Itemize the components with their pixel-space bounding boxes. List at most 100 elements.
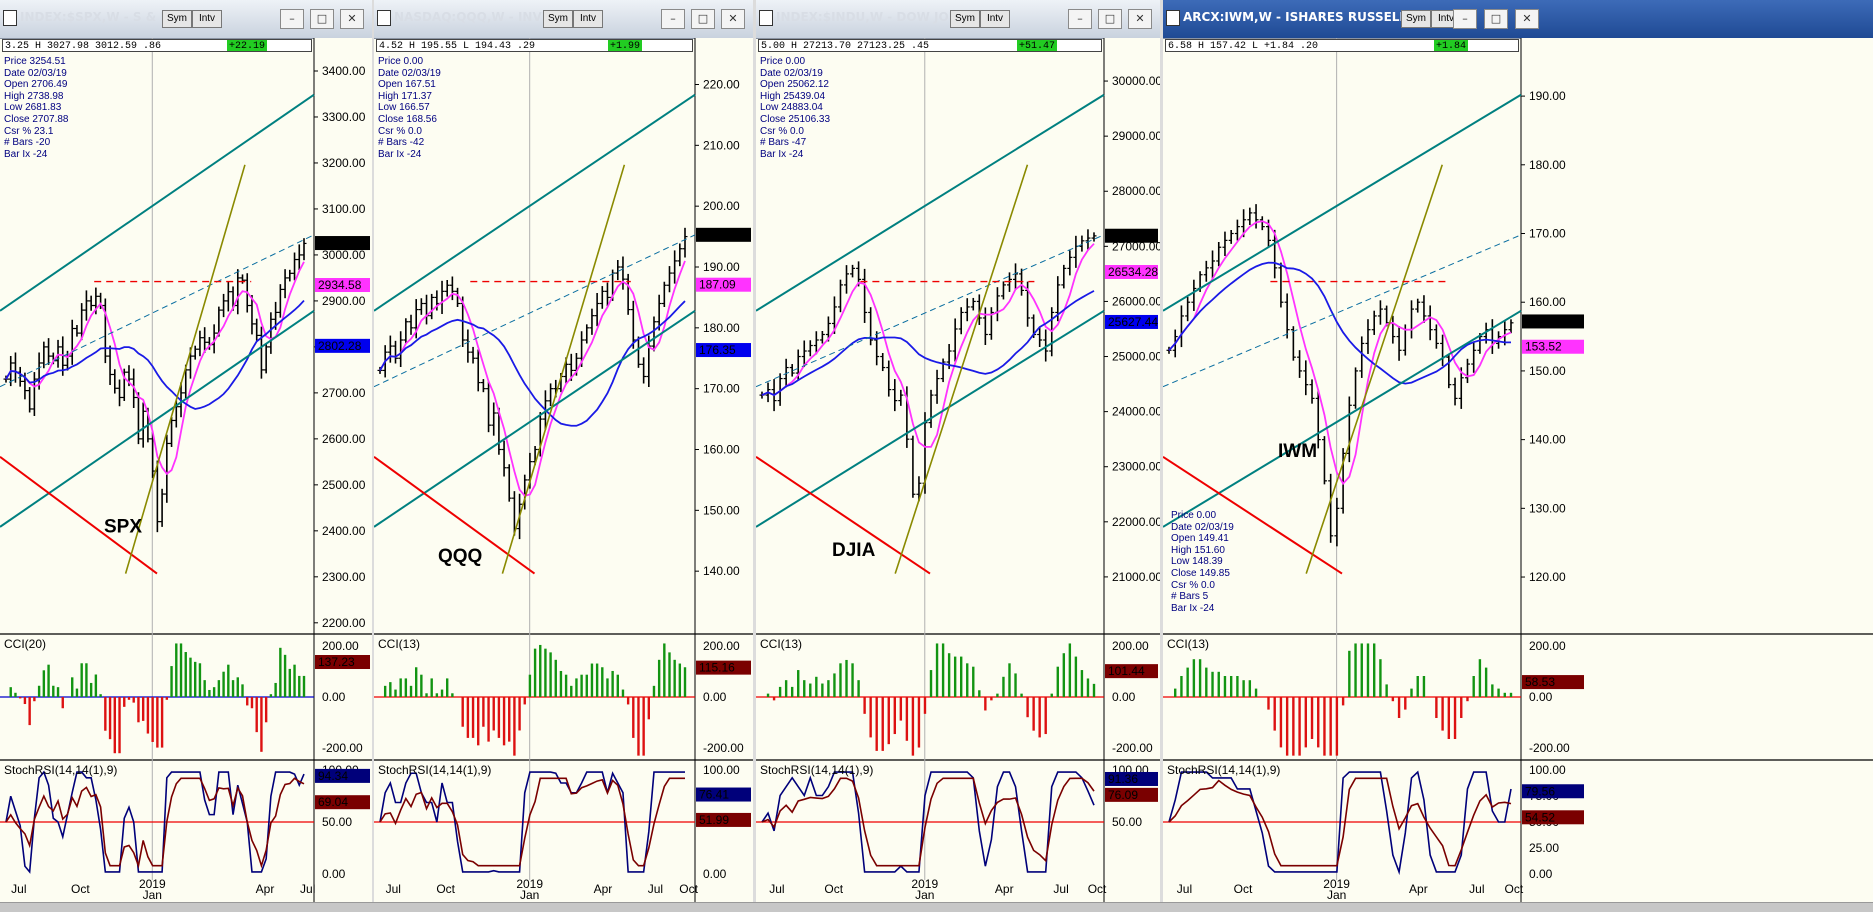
price-bar: [862, 268, 868, 323]
price-bar: [651, 316, 657, 352]
stochrsi-title: StochRSI(14,14(1),9): [760, 763, 873, 777]
data-window-row: Open 25062.12: [760, 79, 829, 91]
slow-ma-line: [5, 299, 305, 410]
price-bar: [807, 340, 813, 357]
price-bar: [988, 307, 994, 340]
price-bar: [641, 357, 647, 384]
stochrsi-value-flag: [1105, 787, 1158, 802]
stochrsi-value-flag: [1105, 771, 1158, 786]
stochrsi-tick-label: 0.00: [1529, 867, 1553, 881]
time-axis-label: Oct: [1234, 882, 1253, 896]
window-titlebar[interactable]: NASDAQ:QQQ,W - INVESCO QQQ TRUSTSymIntv–…: [374, 0, 753, 39]
chart-pane-spx[interactable]: INDEX:$SPX,W - S & P 500 INDEXSymIntv–□✕…: [0, 0, 372, 902]
data-window-row: Csr % 0.0: [378, 125, 422, 137]
maximize-button[interactable]: □: [691, 9, 715, 29]
time-axis-label: Jul: [11, 882, 26, 896]
minimize-button[interactable]: –: [661, 9, 685, 29]
maximize-button[interactable]: □: [1484, 9, 1508, 29]
data-window-row: Date 02/03/19: [4, 67, 67, 79]
data-window-row: Price 0.00: [760, 56, 806, 67]
interval-button[interactable]: Intv: [980, 10, 1010, 28]
stochrsi-tick-label: 0.00: [703, 867, 727, 881]
price-bar: [1315, 389, 1321, 449]
cci-tick-label: 0.00: [1112, 690, 1136, 704]
close-button[interactable]: ✕: [1128, 9, 1152, 29]
time-axis-label: Jan: [143, 888, 162, 902]
price-bar: [277, 284, 283, 318]
price-bar: [235, 269, 241, 315]
close-button[interactable]: ✕: [340, 9, 364, 29]
quote-strip: 4.52 H 195.55 L 194.43 .29 +1.99: [376, 39, 693, 52]
interval-button[interactable]: Intv: [573, 10, 603, 28]
minimize-button[interactable]: –: [1068, 9, 1092, 29]
chart-pane-iwm[interactable]: ARCX:IWM,W - ISHARES RUSSELL 2000 ETF Sym…: [1163, 0, 1873, 902]
price-bar: [625, 273, 631, 315]
quote-strip: 6.58 H 157.42 L +1.84 .20 +1.84: [1165, 39, 1519, 52]
cci-histogram: [766, 643, 1096, 756]
sym-button[interactable]: Sym: [543, 10, 573, 28]
price-bar: [268, 312, 274, 354]
chart-pane-qqq[interactable]: NASDAQ:QQQ,W - INVESCO QQQ TRUSTSymIntv–…: [374, 0, 753, 902]
maximize-button[interactable]: □: [1098, 9, 1122, 29]
price-bar: [102, 298, 108, 364]
data-window-row: Price 0.00: [378, 56, 424, 67]
price-tick-label: 29000.00: [1112, 129, 1160, 143]
price-bar: [41, 341, 47, 369]
price-bar: [1228, 230, 1234, 244]
stochrsi-tick-label: 50.00: [1112, 815, 1142, 829]
window-titlebar[interactable]: ARCX:IWM,W - ISHARES RUSSELL 2000 ETF Sym…: [1163, 0, 1873, 39]
maximize-button[interactable]: □: [310, 9, 334, 29]
stochrsi-signal-line: [5, 777, 305, 869]
last-price-flag: [696, 227, 751, 242]
sym-button[interactable]: Sym: [1401, 10, 1431, 28]
price-bar: [470, 346, 476, 364]
close-button[interactable]: ✕: [1515, 9, 1539, 29]
price-tick-label: 24000.00: [1112, 405, 1160, 419]
price-bar: [584, 324, 590, 344]
stochrsi-tick-label: 100.00: [1529, 763, 1566, 777]
price-bar: [1185, 296, 1191, 322]
minimize-button[interactable]: –: [1453, 9, 1477, 29]
price-bar: [1253, 204, 1259, 229]
window-titlebar[interactable]: INDEX:$INDU,W - DOW JONES INDUSTRIALSSym…: [756, 0, 1160, 39]
sym-button[interactable]: Sym: [950, 10, 980, 28]
data-window-row: Date 02/03/19: [1171, 521, 1234, 533]
price-bar: [107, 345, 113, 386]
stochrsi-tick-label: 25.00: [1529, 841, 1559, 855]
trendline-annotations: [1163, 93, 1522, 575]
last-price-label: 153.52: [1525, 340, 1562, 354]
close-button[interactable]: ✕: [721, 9, 745, 29]
price-tick-label: 190.00: [703, 260, 740, 274]
trendline-annotations: [0, 93, 315, 575]
price-bar: [1013, 263, 1019, 290]
cci-tick-label: -200.00: [1529, 741, 1570, 755]
price-bar: [604, 282, 610, 307]
interval-button[interactable]: Intv: [192, 10, 222, 28]
price-bar: [282, 269, 288, 299]
sym-button[interactable]: Sym: [162, 10, 192, 28]
time-axis-label: Apr: [256, 882, 275, 896]
data-window-row: Close 2707.88: [4, 113, 69, 125]
last-price-label: 27192.45: [1108, 229, 1158, 243]
window-title: ARCX:IWM,W - ISHARES RUSSELL 2000 ETF: [1183, 10, 1474, 24]
window-titlebar[interactable]: INDEX:$SPX,W - S & P 500 INDEXSymIntv–□✕: [0, 0, 372, 39]
last-price-flag: [315, 338, 370, 353]
stochrsi-line: [379, 771, 685, 873]
minimize-button[interactable]: –: [280, 9, 304, 29]
price-bar: [480, 379, 486, 393]
price-bar: [1272, 229, 1278, 279]
price-bar: [393, 340, 399, 364]
price-bar: [225, 281, 231, 312]
price-bar: [1353, 367, 1359, 409]
price-tick-label: 3000.00: [322, 248, 366, 262]
price-bar: [121, 368, 127, 401]
price-tick-label: 3100.00: [322, 202, 366, 216]
price-bar: [801, 340, 807, 368]
chart-pane-djia[interactable]: INDEX:$INDU,W - DOW JONES INDUSTRIALSSym…: [756, 0, 1160, 902]
price-tick-label: 160.00: [703, 443, 740, 457]
price-bar: [886, 360, 892, 397]
time-axis-label: Jul: [1053, 882, 1068, 896]
data-window-row: Bar Ix -24: [378, 148, 422, 160]
data-window-row: Low 148.39: [1171, 556, 1223, 568]
data-window-row: Close 25106.33: [760, 113, 831, 125]
